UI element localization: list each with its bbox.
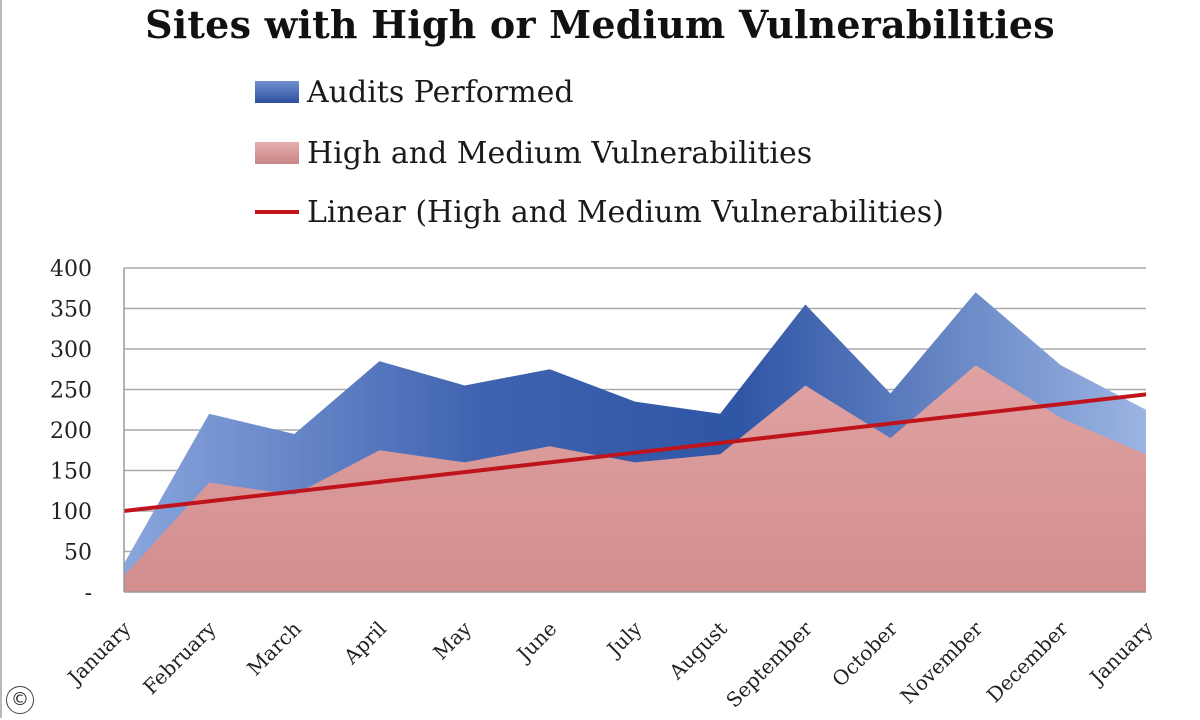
y-tick-label: 400 [50,257,92,282]
y-tick-label: - [85,581,92,606]
y-tick-label: 50 [64,541,92,566]
x-axis-ticks: January February March April May June July Augu… [62,616,1158,712]
y-tick-label: 200 [50,419,92,444]
y-axis-ticks: - 50 100 150 200 250 300 350 400 [50,257,92,606]
legend-item-vulnerabilities: High and Medium Vulnerabilities [255,133,812,173]
x-tick-label: June [511,617,562,668]
x-tick-label: October [827,616,902,691]
x-tick-label: January [1084,616,1158,690]
legend-swatch-vulnerabilities [255,142,299,164]
legend-item-linear: Linear (High and Medium Vulnerabilities) [255,192,944,232]
legend-label-audits: Audits Performed [307,74,574,110]
y-tick-label: 150 [50,460,92,485]
x-tick-label: September [721,616,817,712]
area-high-medium-vulnerabilities [124,365,1146,592]
copyright-icon: © [6,686,34,714]
axes [123,268,1146,593]
x-tick-label: November [895,616,987,708]
area-series [124,292,1146,592]
x-tick-label: July [601,616,647,662]
x-tick-label: August [664,617,732,685]
legend-line-linear [255,210,299,214]
legend-label-linear: Linear (High and Medium Vulnerabilities) [307,194,944,230]
x-tick-label: April [338,617,391,670]
x-tick-label: January [62,616,136,690]
legend-item-audits: Audits Performed [255,72,574,112]
chart-title: Sites with High or Medium Vulnerabilitie… [145,2,1055,47]
legend-label-vulnerabilities: High and Medium Vulnerabilities [307,135,813,171]
x-tick-label: March [242,616,306,680]
trendline-linear [123,392,1147,513]
legend-swatch-audits [255,81,299,103]
x-tick-label: February [138,616,221,699]
x-tick-label: May [428,616,476,664]
trendline-series [123,392,1147,513]
y-tick-label: 100 [50,500,92,525]
x-tick-label: December [982,616,1073,707]
y-tick-label: 300 [50,338,92,363]
y-tick-label: 350 [50,298,92,323]
y-tick-label: 250 [50,379,92,404]
